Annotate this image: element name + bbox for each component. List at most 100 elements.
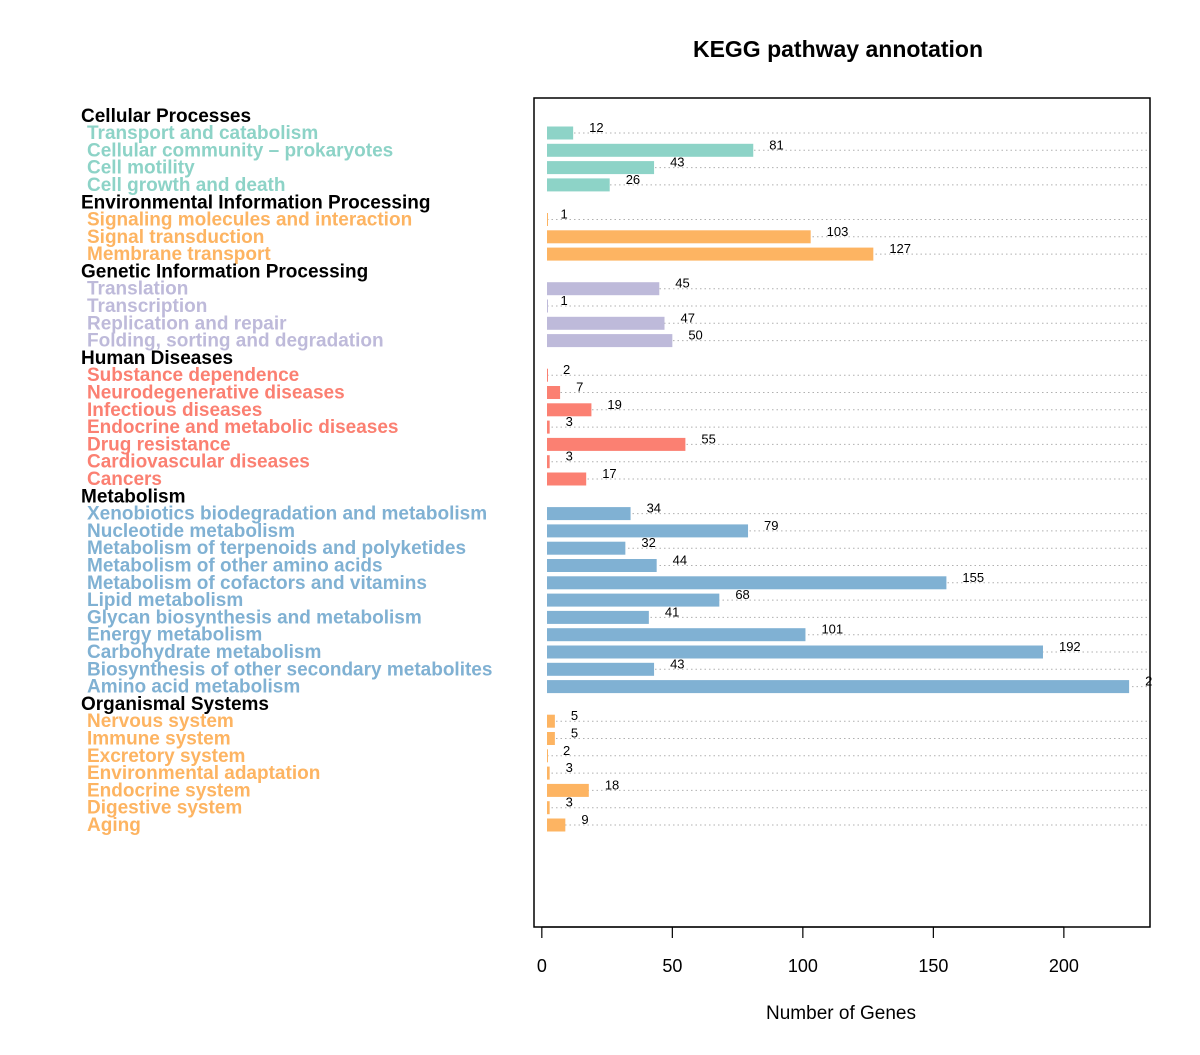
value-label: 32 (641, 535, 655, 550)
bar (547, 126, 574, 140)
value-label: 2 (1145, 674, 1152, 689)
category-label: Cell motility (87, 158, 195, 179)
category-label: Signaling molecules and interaction (87, 210, 412, 231)
category-label: Environmental adaptation (87, 763, 320, 784)
value-label: 19 (607, 397, 621, 412)
value-label: 55 (701, 431, 715, 446)
category-label: Replication and repair (87, 313, 287, 334)
bar (547, 541, 626, 555)
x-tick-label: 100 (788, 956, 818, 976)
category-label: Metabolism of cofactors and vitamins (87, 573, 427, 594)
value-label: 18 (605, 777, 619, 792)
category-label: Endocrine and metabolic diseases (87, 417, 399, 438)
category-label: Biosynthesis of other secondary metaboli… (87, 659, 492, 680)
value-label: 7 (576, 380, 583, 395)
value-label: 50 (688, 328, 702, 343)
category-label: Cardiovascular diseases (87, 452, 310, 473)
bar (547, 559, 657, 572)
category-label: Cell growth and death (87, 175, 285, 196)
value-label: 1 (560, 207, 567, 222)
value-label: 103 (827, 224, 849, 239)
bar (547, 766, 550, 780)
category-label: Translation (87, 279, 188, 300)
x-tick-label: 200 (1049, 956, 1079, 976)
bar (547, 247, 874, 261)
category-label: Metabolism of terpenoids and polyketides (87, 538, 466, 559)
category-label: Nervous system (87, 711, 234, 732)
value-label: 17 (602, 466, 616, 481)
category-label: Signal transduction (87, 227, 264, 248)
value-label: 127 (889, 241, 911, 256)
bar (547, 801, 550, 815)
value-label: 45 (675, 276, 689, 291)
value-label: 3 (566, 760, 573, 775)
category-label: Neurodegenerative diseases (87, 383, 345, 404)
x-axis-title: Number of Genes (766, 1003, 916, 1024)
group-title: Organismal Systems (81, 694, 269, 715)
category-label: Energy metabolism (87, 625, 262, 646)
x-tick-label: 150 (918, 956, 948, 976)
group-title: Genetic Information Processing (81, 262, 368, 283)
bar (547, 610, 649, 624)
value-label: 3 (566, 795, 573, 810)
category-label: Folding, sorting and degradation (87, 331, 384, 352)
category-label: Membrane transport (87, 244, 271, 265)
bar (547, 230, 811, 244)
bar (547, 299, 548, 313)
category-label: Cancers (87, 469, 162, 490)
category-label: Lipid metabolism (87, 590, 243, 611)
category-label: Drug resistance (87, 434, 231, 455)
bar (547, 645, 1043, 659)
value-label-layer: 1281432611031274514750271935531734793244… (560, 120, 1152, 827)
category-label: Metabolism of other amino acids (87, 556, 383, 577)
value-label: 79 (764, 518, 778, 533)
value-label: 5 (571, 726, 578, 741)
category-label: Excretory system (87, 746, 245, 767)
value-label: 47 (681, 310, 695, 325)
bar-layer (547, 126, 1130, 832)
value-label: 5 (571, 708, 578, 723)
group-title: Metabolism (81, 487, 186, 508)
bar (547, 178, 610, 192)
value-label: 3 (566, 414, 573, 429)
value-label: 43 (670, 656, 684, 671)
category-label: Glycan biosynthesis and metabolism (87, 607, 422, 628)
bar (547, 783, 589, 797)
bar (547, 282, 660, 296)
value-label: 81 (769, 137, 783, 152)
bar (547, 593, 720, 607)
category-label: Transport and catabolism (87, 123, 318, 144)
bar (547, 818, 566, 832)
value-label: 101 (821, 622, 843, 637)
category-label: Nucleotide metabolism (87, 521, 295, 542)
category-label: Carbohydrate metabolism (87, 642, 321, 663)
x-axis: 0 50 100 150 200 (537, 926, 1079, 976)
category-label: Cellular community – prokaryotes (87, 140, 393, 161)
group-title: Human Diseases (81, 348, 233, 369)
group-title: Cellular Processes (81, 106, 251, 127)
bar (547, 334, 673, 348)
value-label: 44 (673, 553, 687, 568)
bar (547, 420, 550, 434)
bar (547, 403, 592, 417)
value-label: 155 (962, 570, 984, 585)
value-label: 34 (647, 501, 661, 516)
bar (547, 576, 947, 590)
chart-title: KEGG pathway annotation (693, 36, 983, 62)
bar (547, 507, 631, 521)
bar (547, 386, 561, 399)
value-label: 43 (670, 155, 684, 170)
bar (547, 316, 665, 330)
category-label: Aging (87, 815, 141, 836)
value-label: 192 (1059, 639, 1081, 654)
value-label: 12 (589, 120, 603, 135)
bar (547, 143, 754, 157)
bar (547, 368, 548, 382)
bar (547, 455, 550, 469)
x-tick-label: 50 (662, 956, 682, 976)
value-label: 1 (560, 293, 567, 308)
bar (547, 714, 555, 728)
